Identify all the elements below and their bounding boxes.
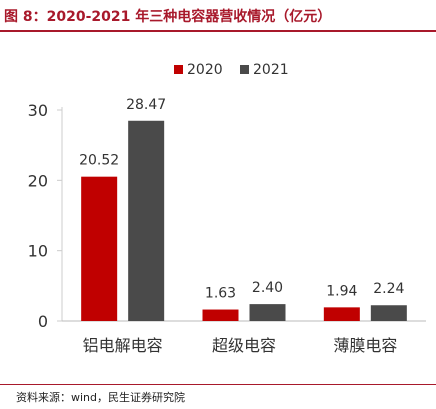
bar-2020-1 [202, 309, 239, 321]
x-tick-label: 铝电解电容 [83, 336, 163, 355]
x-axis-labels: 铝电解电容 超级电容 薄膜电容 [83, 336, 398, 355]
bar-2021-0 [128, 120, 165, 321]
data-label-2020-2: 1.94 [326, 283, 357, 299]
data-labels: 20.52 28.47 1.63 2.40 1.94 2.24 [79, 97, 404, 302]
data-label-2020-0: 20.52 [79, 153, 119, 169]
y-axis-ticks: 0 10 20 30 [28, 101, 62, 331]
figure-title: 图 8：2020-2021 年三种电容器营收情况（亿元） [4, 9, 332, 25]
source-note: 资料来源：wind，民生证券研究院 [16, 391, 186, 404]
y-tick-label: 20 [28, 171, 48, 190]
data-label-2021-1: 2.40 [252, 280, 283, 296]
source-divider [0, 384, 436, 385]
bar-2020-0 [81, 176, 118, 321]
title-divider [0, 30, 436, 32]
x-tick-label: 超级电容 [212, 336, 276, 355]
legend-label-2020: 2020 [187, 62, 223, 78]
legend-swatch-2020 [174, 65, 183, 74]
bars [81, 120, 407, 321]
legend-label-2021: 2021 [253, 62, 289, 78]
bar-chart: 2020 2021 0 10 20 30 20.52 28.47 1.63 2.40 1.94… [28, 62, 426, 355]
bar-2020-2 [323, 307, 360, 321]
y-tick-label: 30 [28, 101, 48, 120]
legend: 2020 2021 [174, 62, 289, 78]
bar-2021-2 [370, 305, 407, 321]
y-tick-label: 10 [28, 242, 48, 261]
bar-2021-1 [249, 304, 286, 321]
data-label-2021-0: 28.47 [126, 97, 166, 113]
y-tick-label: 0 [38, 312, 48, 331]
legend-swatch-2021 [240, 65, 249, 74]
data-label-2020-1: 1.63 [205, 286, 236, 302]
data-label-2021-2: 2.24 [373, 281, 404, 297]
x-tick-label: 薄膜电容 [333, 336, 397, 355]
